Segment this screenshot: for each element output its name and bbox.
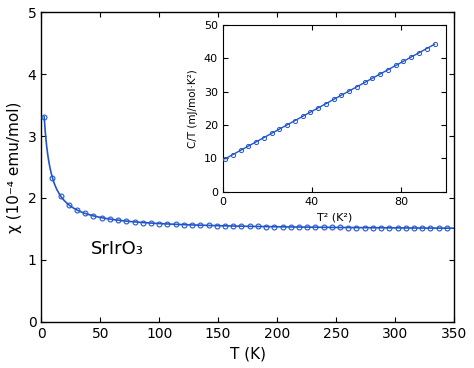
Y-axis label: χ (10⁻⁴ emu/mol): χ (10⁻⁴ emu/mol)	[7, 101, 22, 233]
X-axis label: T (K): T (K)	[229, 346, 265, 361]
Text: SrIrO₃: SrIrO₃	[91, 240, 144, 258]
